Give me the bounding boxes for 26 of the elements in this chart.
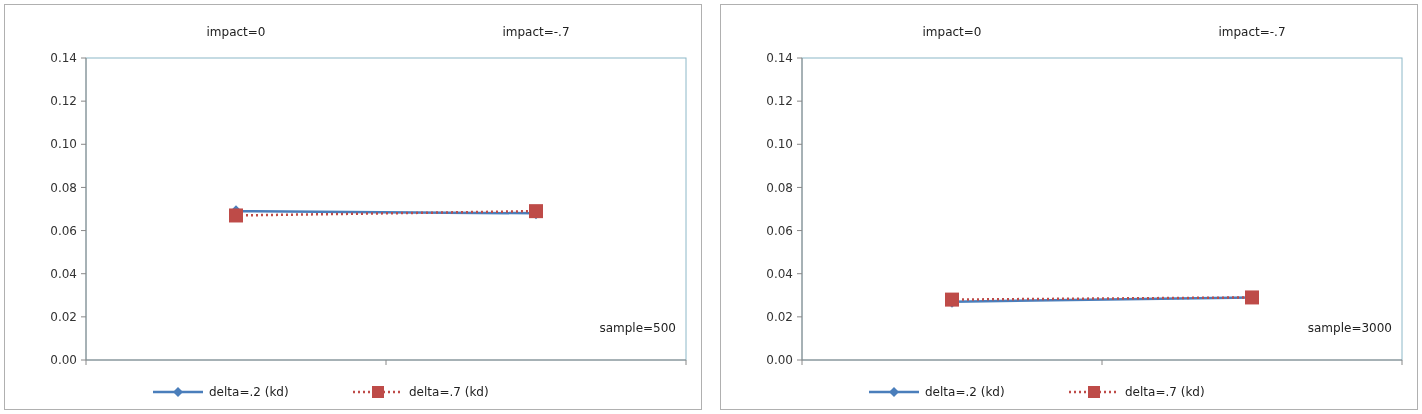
legend-label: delta=.7 (kd) — [1125, 385, 1205, 400]
y-tick-label: 0.14 — [766, 51, 793, 66]
y-tick-label: 0.06 — [766, 223, 793, 238]
x-tick-label: impact=0 — [206, 25, 266, 39]
legend-label: delta=.7 (kd) — [409, 385, 489, 400]
legend-label: delta=.2 (kd) — [925, 385, 1005, 400]
y-tick-label: 0.14 — [50, 51, 77, 66]
legend-label: delta=.2 (kd) — [209, 385, 289, 400]
x-tick-label: impact=-.7 — [1218, 25, 1286, 39]
y-tick-label: 0.00 — [766, 353, 793, 368]
x-tick-label: impact=-.7 — [502, 25, 570, 39]
y-tick-label: 0.08 — [50, 180, 77, 195]
y-tick-label: 0.04 — [50, 266, 77, 281]
y-tick-label: 0.12 — [766, 94, 793, 109]
y-tick-label: 0.08 — [766, 180, 793, 195]
y-tick-label: 0.04 — [766, 266, 793, 281]
y-tick-label: 0.10 — [766, 137, 793, 152]
annotation: sample=500 — [599, 321, 676, 335]
y-tick-label: 0.10 — [50, 137, 77, 152]
y-tick-label: 0.06 — [50, 223, 77, 238]
y-tick-label: 0.12 — [50, 94, 77, 109]
x-tick-label: impact=0 — [922, 25, 982, 39]
y-tick-label: 0.00 — [50, 353, 77, 368]
y-tick-label: 0.02 — [50, 310, 77, 325]
annotation: sample=3000 — [1307, 321, 1392, 335]
y-tick-label: 0.02 — [766, 310, 793, 325]
